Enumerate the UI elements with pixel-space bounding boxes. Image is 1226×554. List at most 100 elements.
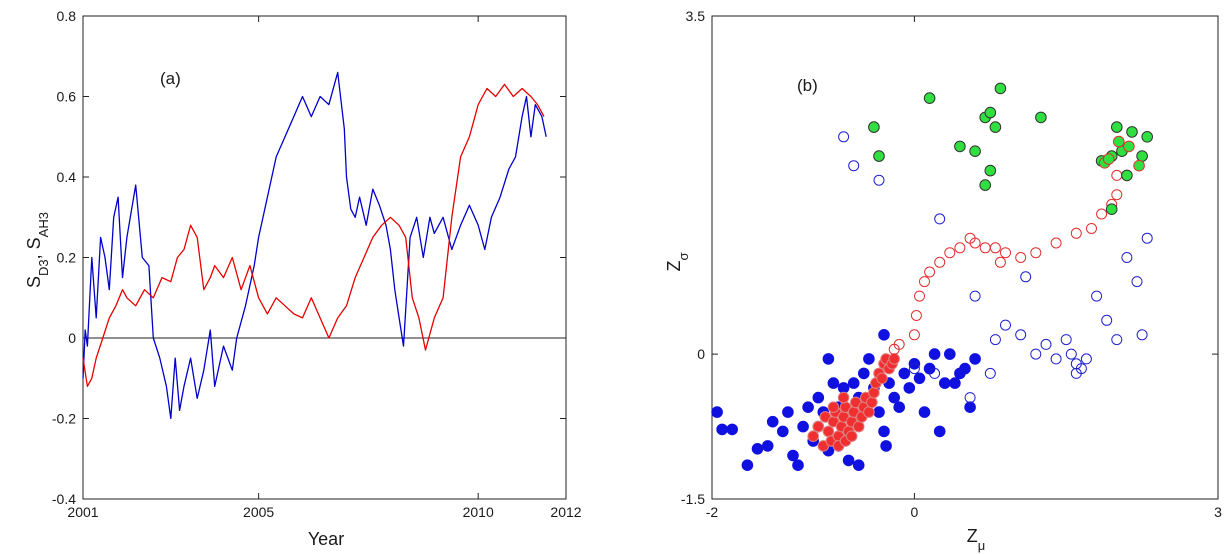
scatter-point-group-3: [989, 334, 1001, 346]
scatter-point-group-2: [1096, 208, 1108, 220]
scatter-point-group-5: [1123, 140, 1135, 153]
scatter-point-group-1: [868, 386, 880, 399]
scatter-point-group-0: [959, 362, 971, 375]
scatter-point-group-0: [878, 425, 890, 438]
scatter-point-group-0: [716, 423, 728, 436]
scatter-point-group-2: [934, 256, 946, 268]
scatter-point-group-0: [918, 406, 931, 418]
panel-a-xtick-label: 2010: [463, 504, 494, 520]
scatter-point-group-2: [1070, 227, 1082, 239]
scatter-point-group-4: [994, 82, 1007, 95]
scatter-point-group-2: [919, 276, 930, 288]
scatter-point-group-3: [1111, 334, 1123, 346]
series-line-red: [82, 83, 545, 387]
scatter-point-group-0: [964, 401, 976, 414]
scatter-point-group-4: [1141, 131, 1153, 143]
panel-a-line-chart: SD3, SAH3 Year (a) 2001 2005 2010 2012 -0.4 -…: [24, 8, 582, 549]
panel-a-xtick-label: 2012: [550, 504, 581, 520]
scatter-point-group-0: [933, 425, 946, 438]
scatter-point-group-0: [863, 353, 875, 365]
scatter-point-group-0: [761, 440, 774, 452]
panel-a-plot-frame: [82, 15, 567, 500]
scatter-point-group-1: [866, 396, 878, 409]
panel-b-ytick-label: 0: [697, 346, 705, 362]
scatter-point-group-0: [893, 401, 906, 414]
scatter-point-group-3: [848, 160, 860, 172]
scatter-point-group-3: [1050, 353, 1062, 365]
panel-b-scatter-chart: Zσ Zμ (b) -2 0 3 -1.5 0 3.5: [664, 8, 1222, 553]
scatter-point-group-4: [984, 106, 997, 119]
scatter-point-group-3: [1020, 271, 1032, 283]
scatter-point-group-2: [1050, 237, 1062, 249]
scatter-point-group-0: [873, 406, 885, 418]
scatter-point-group-4: [923, 92, 936, 104]
scatter-point-group-2: [944, 247, 956, 259]
scatter-point-group-0: [787, 449, 799, 462]
scatter-point-group-3: [1101, 314, 1113, 326]
panel-a-ytick-label: 0.6: [57, 89, 77, 105]
panel-a-ytick-label: -0.2: [52, 411, 76, 427]
scatter-point-group-4: [979, 179, 992, 191]
scatter-point-group-2: [1030, 247, 1042, 259]
scatter-point-group-0: [949, 377, 961, 389]
scatter-point-group-1: [812, 420, 825, 433]
scatter-point-group-4: [1111, 121, 1123, 133]
panel-b-xtick-label: 3: [1214, 504, 1222, 520]
scatter-point-group-2: [1086, 223, 1097, 234]
scatter-point-group-2: [1111, 189, 1123, 201]
scatter-point-group-0: [822, 353, 835, 365]
scatter-point-group-0: [880, 440, 892, 452]
panel-b-ylabel: Zσ: [664, 252, 691, 271]
scatter-point-group-2: [994, 256, 1006, 268]
scatter-point-group-3: [934, 213, 946, 225]
scatter-point-group-3: [984, 367, 996, 379]
panel-b-ytick-label: 3.5: [686, 8, 706, 24]
scatter-point-group-2: [893, 338, 905, 350]
scatter-point-group-0: [969, 353, 981, 365]
scatter-point-group-3: [929, 367, 941, 379]
scatter-point-group-2: [954, 242, 966, 254]
scatter-point-group-0: [878, 329, 890, 341]
scatter-point-group-4: [1105, 203, 1118, 215]
panel-b-xlabel: Zμ: [967, 526, 986, 553]
scatter-point-group-0: [827, 377, 840, 389]
scatter-point-group-4: [868, 121, 880, 133]
scatter-point-group-4: [954, 140, 966, 153]
scatter-point-group-0: [837, 382, 850, 394]
scatter-point-group-5: [1113, 135, 1125, 148]
scatter-point-group-2: [908, 329, 920, 341]
panel-a-ylabel: SD3, SAH3: [24, 212, 51, 288]
scatter-point-group-2: [1111, 169, 1123, 181]
scatter-point-group-2: [1015, 252, 1027, 263]
scatter-point-group-0: [852, 459, 865, 472]
scatter-point-group-2: [924, 266, 936, 278]
panel-a-ytick-label: -0.4: [52, 491, 76, 507]
scatter-point-group-0: [888, 391, 901, 404]
scatter-point-group-3: [1065, 348, 1077, 360]
scatter-point-group-0: [903, 382, 916, 394]
scatter-point-group-0: [858, 367, 870, 380]
scatter-point-group-3: [1060, 334, 1072, 346]
scatter-point-group-0: [802, 401, 814, 414]
scatter-point-group-3: [1080, 353, 1092, 365]
scatter-point-group-5: [1133, 159, 1145, 172]
scatter-point-group-3: [969, 290, 981, 302]
panel-a-xtick-label: 2001: [67, 504, 98, 520]
scatter-point-group-3: [1141, 232, 1153, 244]
scatter-point-group-0: [928, 348, 941, 360]
scatter-point-group-4: [984, 164, 997, 177]
scatter-point-group-0: [792, 459, 804, 472]
scatter-point-group-3: [908, 363, 920, 375]
scatter-point-group-3: [1040, 338, 1052, 350]
panel-b-label: (b): [797, 76, 818, 95]
scatter-point-group-3: [964, 392, 976, 404]
scatter-point-group-1: [888, 353, 901, 365]
panel-b-xtick-label: -2: [706, 504, 719, 520]
panel-a-ytick-label: 0.8: [57, 8, 77, 24]
panel-b-plot-frame: [711, 15, 1219, 500]
scatter-point-group-4: [1136, 150, 1148, 162]
scatter-point-group-0: [842, 454, 855, 467]
scatter-point-group-4: [1126, 126, 1138, 138]
scatter-point-group-4: [1121, 169, 1133, 182]
